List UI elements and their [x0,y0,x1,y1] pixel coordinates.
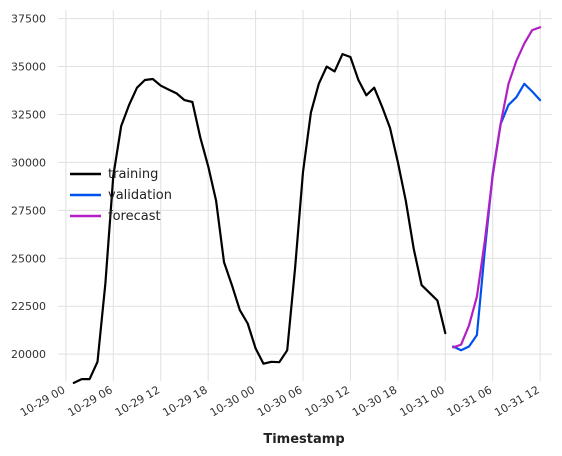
x-tick-label: 10-29 18 [160,383,209,419]
x-tick-label: 10-30 06 [255,383,304,419]
x-tick-label: 10-29 12 [113,383,162,419]
legend-label-training: training [108,167,158,182]
series-line-training [72,52,447,384]
x-tick-label: 10-30 00 [208,383,257,419]
y-tick-label: 35000 [11,61,46,74]
x-tick-label: 10-30 18 [350,383,399,419]
y-tick-label: 22500 [11,300,46,313]
x-tick-label: 10-31 00 [397,383,446,419]
y-tick-label: 37500 [11,13,46,26]
x-tick-label: 10-29 06 [65,383,114,419]
y-tick-label: 32500 [11,108,46,121]
y-tick-label: 25000 [11,252,46,265]
x-tick-label: 10-29 00 [18,383,67,419]
x-tick-label: 10-31 06 [445,383,494,419]
y-tick-label: 30000 [11,156,46,169]
legend: training validation forecast [70,167,172,224]
legend-label-forecast: forecast [108,209,161,224]
series-lines [72,26,542,384]
series-line-validation [452,82,542,352]
y-tick-label: 20000 [11,348,46,361]
grid [58,10,552,381]
y-tick-label: 27500 [11,204,46,217]
series-line-forecast [452,26,542,349]
x-axis-title: Timestamp [263,432,344,447]
x-tick-label: 10-31 12 [492,383,541,419]
x-tick-label: 10-30 12 [303,383,352,419]
y-axis-ticks: 20000 22500 25000 27500 30000 32500 35000 37500 [11,13,46,362]
legend-label-validation: validation [108,188,172,203]
